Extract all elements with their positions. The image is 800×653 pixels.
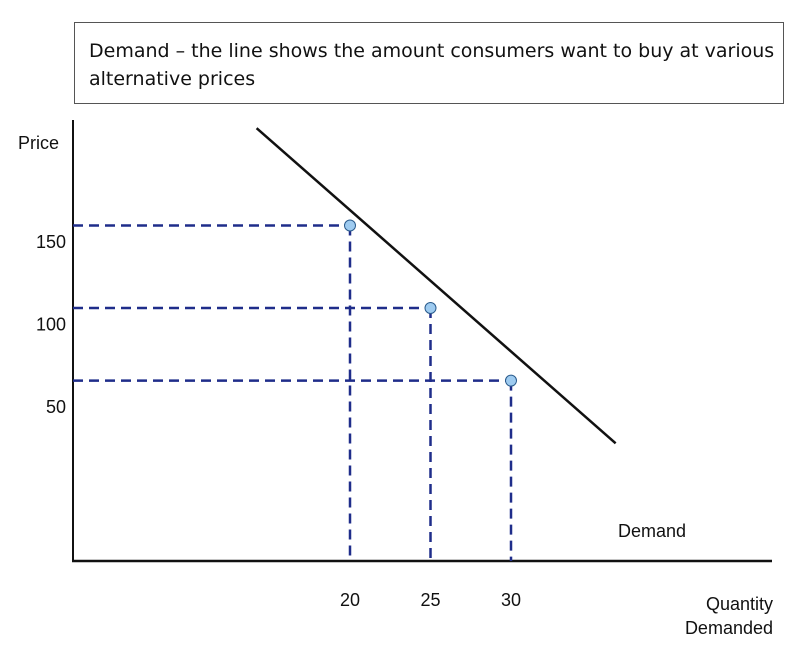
tick-labels: 50 100 150 20 25 30	[36, 232, 521, 610]
caption-box: Demand – the line shows the amount consu…	[74, 22, 784, 104]
x-axis-label-line-1: Quantity	[706, 594, 773, 614]
demand-point-20	[344, 219, 356, 232]
y-axis-label: Price	[18, 133, 59, 153]
y-tick-label-150: 150	[36, 232, 66, 252]
demand-point-25	[424, 302, 437, 314]
demand-point-30	[505, 374, 517, 387]
y-tick-label-100: 100	[36, 315, 66, 335]
x-axis-label-line-2: Demanded	[685, 618, 773, 638]
x-tick-label-30: 30	[501, 590, 521, 610]
caption-text: Demand – the line shows the amount consu…	[89, 40, 775, 90]
guide-lines	[73, 224, 513, 561]
demand-series	[255, 127, 617, 445]
demand-line	[255, 127, 617, 445]
demand-line-label: Demand	[618, 521, 686, 541]
x-tick-label-20: 20	[340, 590, 360, 610]
y-tick-label-50: 50	[46, 397, 66, 417]
axes	[72, 120, 772, 563]
x-tick-label-25: 25	[420, 590, 440, 610]
